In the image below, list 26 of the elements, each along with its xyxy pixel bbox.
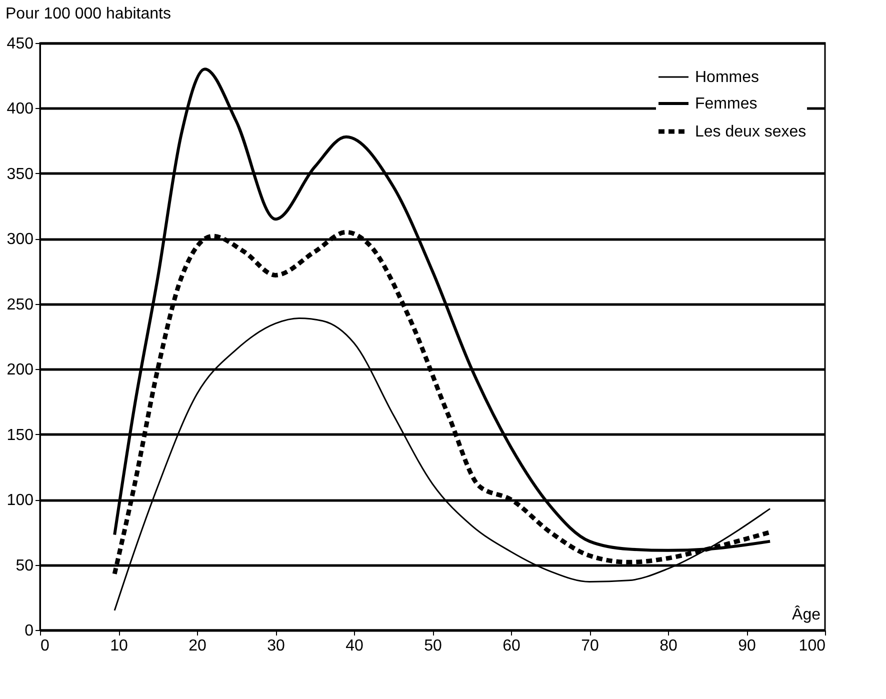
legend-label: Hommes (695, 69, 760, 86)
x-axis-title: Âge (792, 606, 821, 624)
x-tick-label: 90 (738, 638, 756, 654)
x-tick-label: 0 (40, 638, 50, 654)
x-tick-label: 50 (424, 638, 442, 654)
x-tick-label: 10 (110, 638, 128, 654)
x-tick-label: 70 (581, 638, 599, 654)
y-tick-label: 300 (6, 231, 34, 248)
legend-label: Femmes (695, 96, 758, 112)
y-tick-label: 400 (6, 100, 34, 118)
x-tick-label: 20 (188, 638, 206, 654)
x-tick-label: 60 (502, 638, 520, 654)
x-tick-label: 40 (346, 638, 364, 654)
y-tick-label: 450 (6, 36, 34, 52)
y-tick-label: 250 (6, 296, 34, 314)
y-axis-title: Pour 100 000 habitants (6, 6, 171, 22)
x-tick-label: 30 (267, 638, 285, 654)
legend-label: Les deux sexes (695, 124, 806, 140)
y-tick-label: 50 (16, 557, 34, 574)
y-tick-label: 0 (24, 622, 34, 640)
y-tick-label: 100 (6, 492, 34, 510)
y-tick-label: 150 (6, 426, 34, 444)
x-tick-label: 80 (660, 638, 678, 654)
y-tick-label: 350 (6, 166, 34, 183)
x-tick-label: 100 (798, 638, 826, 654)
y-tick-label: 200 (6, 362, 34, 379)
